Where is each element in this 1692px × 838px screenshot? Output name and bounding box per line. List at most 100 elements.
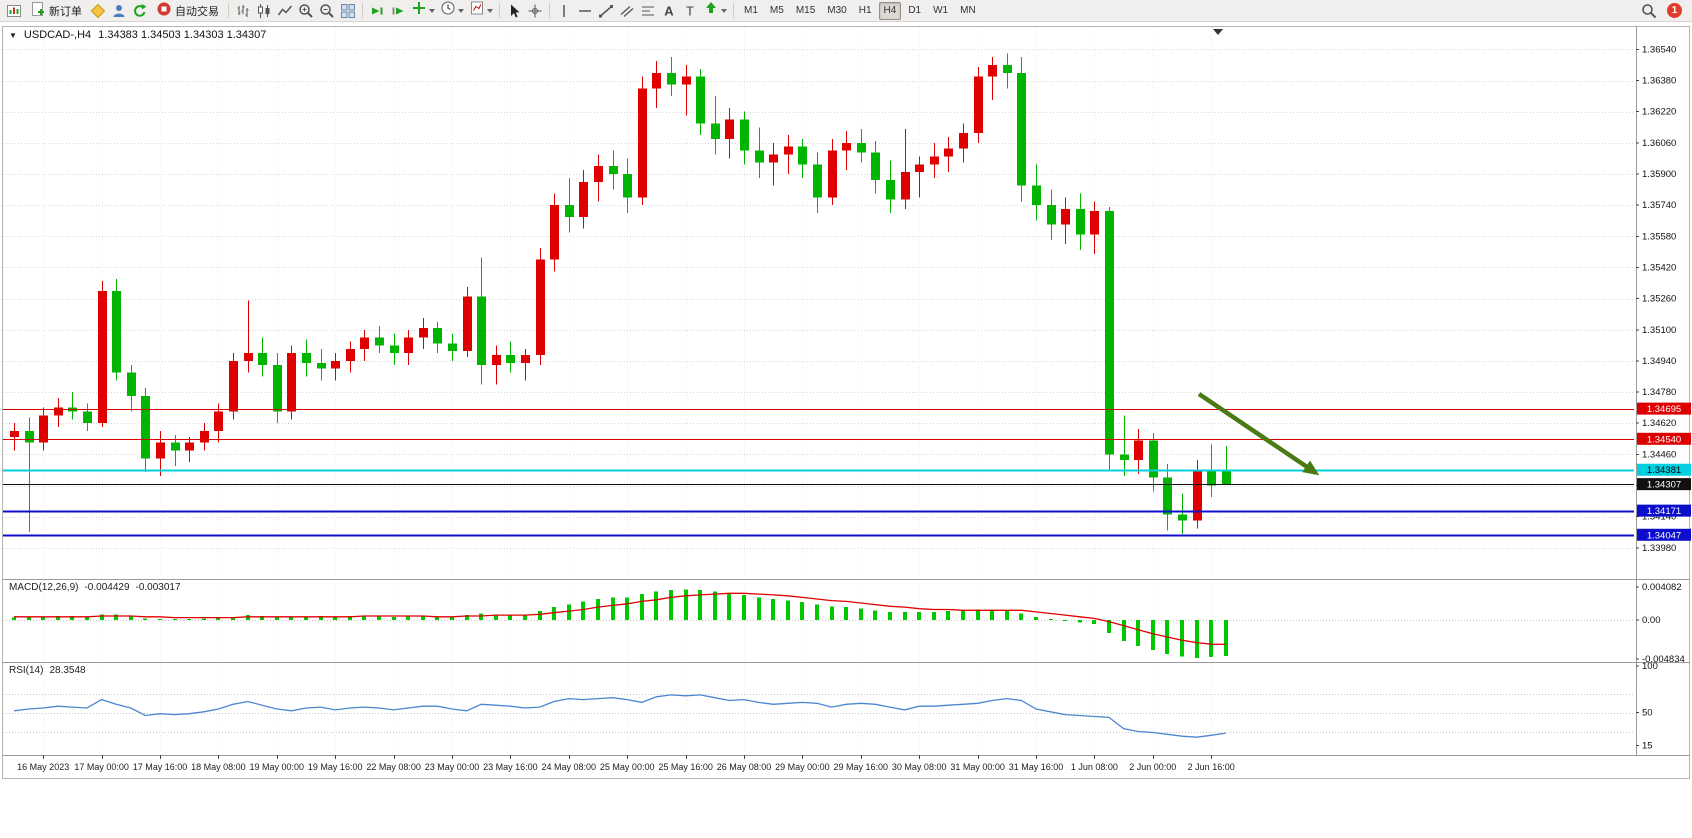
vertical-line-icon[interactable] [554, 2, 574, 20]
trendline-icon[interactable] [596, 2, 616, 20]
svg-text:22 May 08:00: 22 May 08:00 [366, 762, 421, 772]
svg-text:1.34460: 1.34460 [1642, 449, 1676, 460]
svg-text:1.36540: 1.36540 [1642, 44, 1676, 55]
refresh-icon[interactable] [130, 2, 150, 20]
svg-text:1 Jun 08:00: 1 Jun 08:00 [1071, 762, 1118, 772]
arrow-shape-icon [703, 0, 719, 21]
toolbar: 新订单 自动交易 [0, 0, 1692, 22]
svg-text:0.00: 0.00 [1642, 615, 1661, 626]
clock-icon [440, 0, 456, 21]
svg-text:1.34307: 1.34307 [1647, 480, 1681, 491]
label-icon[interactable]: T [680, 2, 700, 20]
notification-badge[interactable]: 1 [1667, 3, 1682, 18]
svg-text:23 May 00:00: 23 May 00:00 [425, 762, 480, 772]
svg-text:1.33980: 1.33980 [1642, 543, 1676, 554]
indicators-icon [411, 0, 427, 21]
tile-windows-icon[interactable] [338, 2, 358, 20]
svg-text:23 May 16:00: 23 May 16:00 [483, 762, 538, 772]
shapes-button[interactable] [701, 2, 729, 20]
candlestick-icon[interactable] [254, 2, 274, 20]
svg-text:31 May 00:00: 31 May 00:00 [950, 762, 1005, 772]
timeframe-h1-button[interactable]: H1 [858, 5, 872, 16]
zoom-out-icon[interactable] [317, 2, 337, 20]
svg-text:1.35420: 1.35420 [1642, 262, 1676, 273]
svg-text:26 May 08:00: 26 May 08:00 [717, 762, 772, 772]
auto-trading-icon [156, 1, 172, 20]
chart-shift-icon[interactable] [388, 2, 408, 20]
template-icon [469, 0, 485, 21]
svg-text:1.34171: 1.34171 [1647, 506, 1681, 517]
svg-text:1.35580: 1.35580 [1642, 231, 1676, 242]
auto-trading-label: 自动交易 [175, 5, 219, 18]
timeframe-w1-button[interactable]: W1 [933, 5, 949, 16]
svg-text:18 May 08:00: 18 May 08:00 [191, 762, 246, 772]
svg-text:16 May 2023: 16 May 2023 [17, 762, 69, 772]
svg-text:1.34047: 1.34047 [1647, 530, 1681, 541]
svg-text:25 May 00:00: 25 May 00:00 [600, 762, 655, 772]
ohlc-toggle-icon[interactable]: ▼ [9, 30, 17, 40]
timeframe-mn-button[interactable]: MN [960, 5, 976, 16]
auto-scroll-icon[interactable] [367, 2, 387, 20]
toolbar-separator [228, 3, 229, 18]
svg-text:2 Jun 00:00: 2 Jun 00:00 [1129, 762, 1176, 772]
svg-text:31 May 16:00: 31 May 16:00 [1009, 762, 1064, 772]
svg-text:1.34940: 1.34940 [1642, 356, 1676, 367]
svg-text:1.34620: 1.34620 [1642, 418, 1676, 429]
svg-text:1.34381: 1.34381 [1647, 465, 1681, 476]
timeframe-m15-button[interactable]: M15 [795, 5, 816, 16]
svg-text:29 May 16:00: 29 May 16:00 [834, 762, 889, 772]
svg-text:19 May 00:00: 19 May 00:00 [250, 762, 305, 772]
chevron-down-icon [429, 8, 435, 13]
svg-text:2 Jun 16:00: 2 Jun 16:00 [1188, 762, 1235, 772]
search-icon[interactable] [1639, 2, 1659, 20]
channel-icon[interactable] [617, 2, 637, 20]
toolbar-right: 1 [1639, 2, 1688, 20]
svg-text:29 May 00:00: 29 May 00:00 [775, 762, 830, 772]
svg-text:50: 50 [1642, 708, 1653, 719]
svg-text:17 May 00:00: 17 May 00:00 [74, 762, 129, 772]
profiles-icon[interactable] [109, 2, 129, 20]
svg-text:T: T [686, 3, 694, 18]
svg-text:1.35100: 1.35100 [1642, 325, 1676, 336]
svg-text:1.36380: 1.36380 [1642, 76, 1676, 87]
metaeditor-icon[interactable] [88, 2, 108, 20]
line-chart-icon[interactable] [275, 2, 295, 20]
zoom-in-icon[interactable] [296, 2, 316, 20]
chevron-down-icon [721, 8, 727, 13]
toolbar-separator [499, 3, 500, 18]
horizontal-line-icon[interactable] [575, 2, 595, 20]
svg-text:1.34140: 1.34140 [1642, 512, 1676, 523]
svg-text:1.35740: 1.35740 [1642, 200, 1676, 211]
chart-window: 1.36540 1.36380 1.36220 1.36060 1.35900 1.357… [0, 22, 1692, 838]
timeframe-h4-button[interactable]: H4 [878, 1, 902, 20]
new-order-icon [30, 1, 46, 20]
svg-text:25 May 16:00: 25 May 16:00 [658, 762, 713, 772]
fibonacci-icon[interactable] [638, 2, 658, 20]
timeframe-d1-button[interactable]: D1 [908, 5, 922, 16]
timeframe-m1-button[interactable]: M1 [744, 5, 758, 16]
indicators-button[interactable] [409, 2, 437, 20]
svg-text:0.004082: 0.004082 [1642, 582, 1682, 593]
new-order-label: 新订单 [49, 5, 82, 18]
price-chart-canvas[interactable]: 1.36540 1.36380 1.36220 1.36060 1.35900 1.357… [0, 22, 1692, 838]
svg-text:1.34780: 1.34780 [1642, 387, 1676, 398]
new-chart-icon[interactable] [4, 2, 24, 20]
periods-button[interactable] [438, 0, 466, 21]
timeframe-m30-button[interactable]: M30 [827, 5, 847, 16]
cursor-icon[interactable] [504, 2, 524, 20]
svg-text:1.36220: 1.36220 [1642, 107, 1676, 118]
templates-button[interactable] [467, 0, 495, 21]
svg-text:1.35900: 1.35900 [1642, 169, 1676, 180]
toolbar-separator [362, 3, 363, 18]
timeframe-m5-button[interactable]: M5 [769, 5, 784, 16]
new-order-button[interactable]: 新订单 [25, 2, 87, 20]
svg-text:-0.004834: -0.004834 [1642, 654, 1685, 665]
toolbar-separator [733, 3, 734, 18]
svg-text:A: A [664, 3, 674, 18]
auto-trading-button[interactable]: 自动交易 [151, 2, 224, 20]
bar-chart-icon[interactable] [233, 2, 253, 20]
crosshair-icon[interactable] [525, 2, 545, 20]
svg-text:17 May 16:00: 17 May 16:00 [133, 762, 188, 772]
svg-text:100: 100 [1642, 661, 1658, 672]
text-icon[interactable]: A [659, 2, 679, 20]
